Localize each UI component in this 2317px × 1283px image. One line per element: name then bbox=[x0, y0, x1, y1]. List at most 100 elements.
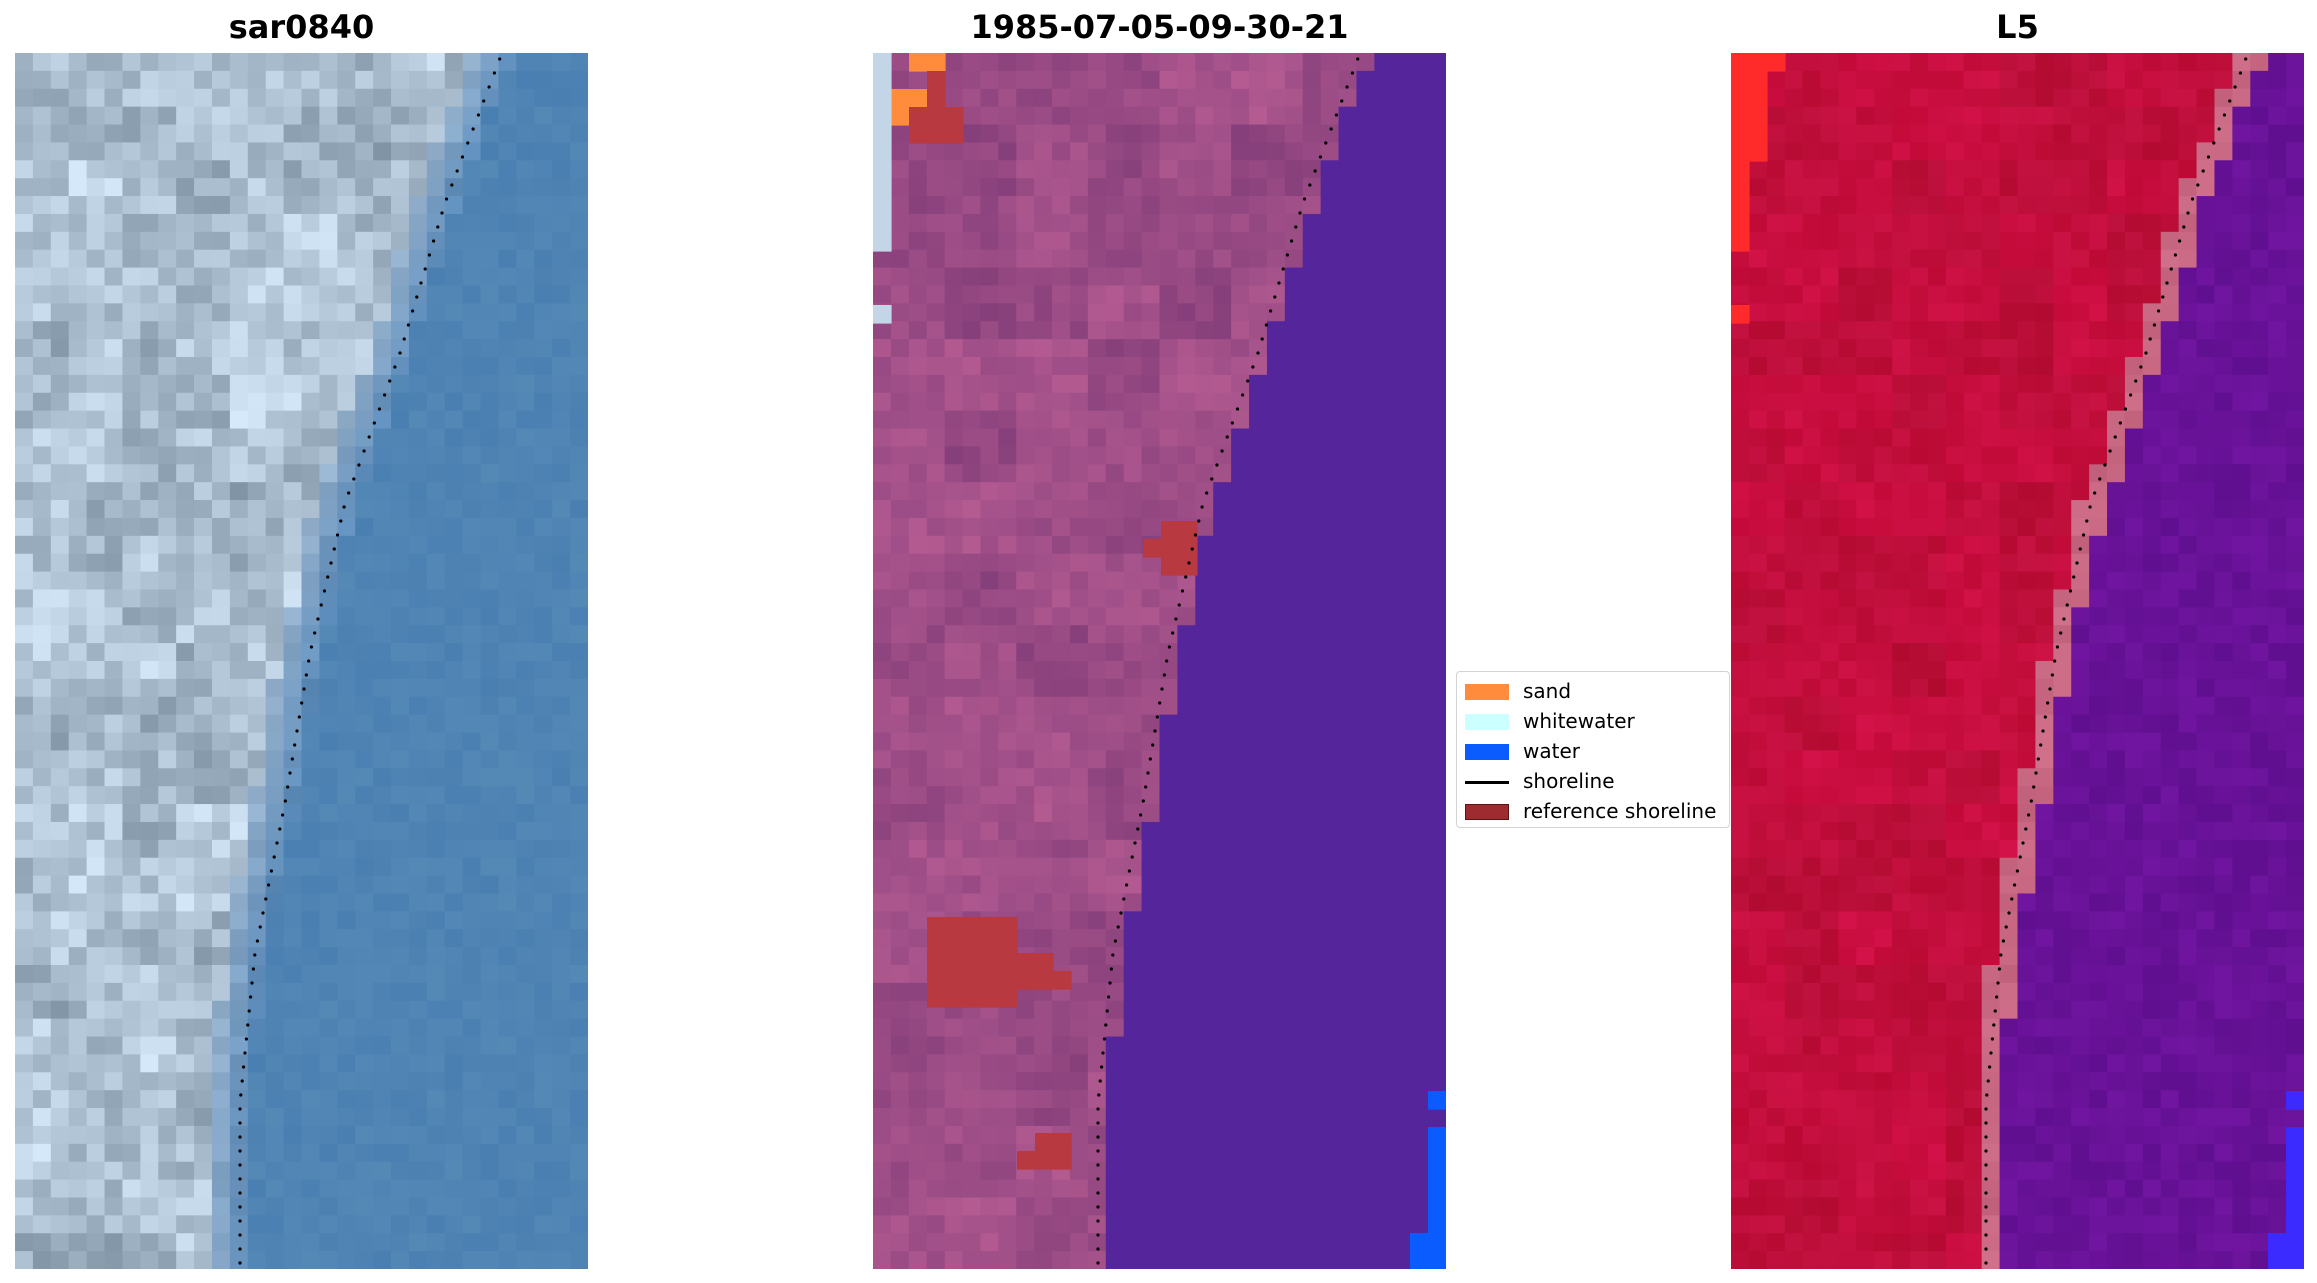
shoreline-point bbox=[432, 239, 436, 243]
shoreline-point bbox=[329, 561, 333, 565]
shoreline-point bbox=[1984, 1163, 1988, 1167]
shoreline-points bbox=[238, 57, 502, 1265]
shoreline-point bbox=[1340, 99, 1344, 103]
shoreline-point bbox=[2088, 505, 2092, 509]
shoreline-point bbox=[1308, 183, 1312, 187]
index-image-pixels bbox=[1731, 53, 2304, 1269]
shoreline-point bbox=[1096, 1121, 1100, 1125]
shoreline-point bbox=[272, 855, 276, 859]
shoreline-point bbox=[1111, 953, 1115, 957]
legend-item-water: water bbox=[1457, 736, 1729, 766]
shoreline-point bbox=[362, 449, 366, 453]
shoreline-point bbox=[319, 603, 323, 607]
shoreline-point bbox=[2186, 211, 2190, 215]
shoreline-point bbox=[1167, 645, 1171, 649]
shoreline-point bbox=[253, 953, 257, 957]
reference-shoreline-swatch bbox=[1465, 804, 1509, 820]
shoreline-point bbox=[1313, 169, 1317, 173]
shoreline-point bbox=[1097, 1093, 1101, 1097]
shoreline-point bbox=[2217, 127, 2221, 131]
shoreline-point bbox=[2108, 449, 2112, 453]
shoreline-point bbox=[2161, 295, 2165, 299]
index-image-panel bbox=[1731, 53, 2304, 1269]
shoreline-point bbox=[246, 1023, 250, 1027]
shoreline-point bbox=[1992, 1023, 1996, 1027]
shoreline-point bbox=[347, 491, 351, 495]
shoreline-point bbox=[2103, 463, 2107, 467]
shoreline-point bbox=[1193, 533, 1198, 537]
shoreline-point bbox=[2222, 113, 2227, 117]
shoreline-point bbox=[286, 785, 290, 789]
water-patch bbox=[1428, 1091, 1446, 1110]
shoreline-point bbox=[1108, 981, 1112, 985]
shoreline-point bbox=[2075, 561, 2079, 565]
shoreline-point bbox=[2050, 673, 2054, 677]
shoreline-point bbox=[2010, 897, 2014, 901]
index-water-patch bbox=[2286, 1091, 2304, 1110]
shoreline-point bbox=[1324, 141, 1328, 145]
shoreline-point bbox=[2123, 407, 2128, 411]
shoreline-point bbox=[1318, 155, 1323, 159]
index-hotspot bbox=[1731, 71, 1768, 162]
shoreline-point bbox=[2081, 533, 2086, 537]
shoreline-point bbox=[1098, 1079, 1102, 1083]
shoreline-point bbox=[1158, 701, 1162, 705]
reference-shoreline-patch bbox=[1017, 971, 1072, 990]
shoreline-point bbox=[1116, 925, 1120, 929]
shoreline-point bbox=[1984, 1261, 1988, 1265]
shoreline-point bbox=[2029, 799, 2033, 803]
shoreline-point bbox=[1096, 1191, 1100, 1195]
shoreline-point bbox=[2059, 631, 2063, 635]
shoreline-point bbox=[1993, 1009, 1997, 1013]
shoreline-point bbox=[335, 533, 340, 537]
shoreline-point bbox=[295, 729, 299, 733]
shoreline-point bbox=[1104, 1023, 1108, 1027]
shoreline-point bbox=[1177, 603, 1181, 607]
shoreline-point bbox=[290, 757, 294, 761]
index-hotspot bbox=[1731, 305, 1750, 324]
shoreline-point bbox=[427, 253, 431, 257]
shoreline-point bbox=[1184, 575, 1188, 579]
shoreline-point bbox=[239, 1093, 243, 1097]
shoreline-point bbox=[471, 127, 475, 131]
shoreline-point bbox=[482, 99, 486, 103]
shoreline-point bbox=[1096, 1149, 1100, 1153]
shoreline-point bbox=[1997, 967, 2001, 971]
shoreline-point bbox=[2065, 603, 2069, 607]
shoreline-point bbox=[2144, 351, 2148, 355]
shoreline-point bbox=[1215, 463, 1219, 467]
shoreline-point bbox=[332, 547, 336, 551]
shoreline-point bbox=[238, 1233, 242, 1237]
panel-title-index: L5 bbox=[1996, 8, 2039, 46]
shoreline-point bbox=[1984, 1177, 1988, 1181]
shoreline-point bbox=[1989, 1051, 1993, 1055]
legend-label-whitewater: whitewater bbox=[1523, 709, 1635, 733]
shoreline-point bbox=[1990, 1037, 1994, 1041]
shoreline-point bbox=[238, 1205, 242, 1209]
shoreline-point bbox=[2024, 827, 2028, 831]
shoreline-point bbox=[1133, 841, 1137, 845]
shoreline-point bbox=[2182, 225, 2186, 229]
shoreline-point bbox=[393, 365, 397, 369]
index-overlay-patches bbox=[1731, 53, 2304, 1269]
reference-shoreline-patch bbox=[1143, 539, 1162, 558]
shoreline-point bbox=[251, 967, 255, 971]
rgb-image-pixels bbox=[15, 53, 588, 1269]
shoreline-point bbox=[1144, 785, 1148, 789]
shoreline-point bbox=[264, 897, 268, 901]
reference-shoreline-patch bbox=[1035, 1133, 1072, 1170]
shoreline-line-swatch bbox=[1465, 781, 1509, 784]
shoreline-point bbox=[238, 1261, 242, 1265]
shoreline-point bbox=[1139, 813, 1143, 817]
shoreline-point bbox=[269, 869, 273, 873]
shoreline-point bbox=[326, 575, 330, 579]
shoreline-point bbox=[1119, 911, 1123, 915]
shoreline-point bbox=[1988, 1065, 1992, 1069]
shoreline-point bbox=[247, 1009, 251, 1013]
legend-item-sand: sand bbox=[1457, 676, 1729, 706]
shoreline-point bbox=[2212, 141, 2216, 145]
shoreline-point bbox=[476, 113, 481, 117]
shoreline-point bbox=[1984, 1191, 1988, 1195]
shoreline-point bbox=[2036, 757, 2040, 761]
shoreline-point bbox=[406, 323, 410, 327]
